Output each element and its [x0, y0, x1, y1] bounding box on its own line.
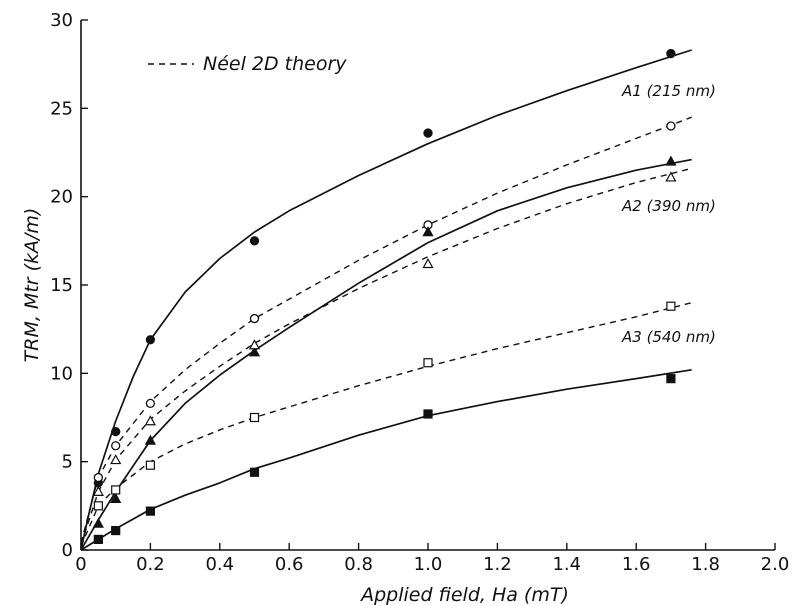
- series-2-open-circle-point: [111, 441, 121, 451]
- annotation-a1: A1 (215 nm): [621, 82, 716, 100]
- y-tick-label: 0: [62, 540, 73, 561]
- series-3-filled-triangle-point: [110, 492, 122, 504]
- x-tick-label: 0.2: [136, 554, 165, 575]
- x-tick-label: 0.6: [275, 554, 304, 575]
- series-5-open-square-point: [666, 301, 676, 311]
- x-tick-label: 2.0: [761, 554, 790, 575]
- markers-layer: [92, 48, 677, 545]
- series-3-filled-triangle-point: [422, 226, 434, 237]
- series-6-filled-square-point: [145, 506, 155, 516]
- series-6-filled-square-point: [666, 374, 676, 384]
- y-tick-label: 30: [50, 10, 73, 31]
- y-tick-label: 10: [50, 363, 73, 384]
- series-4-open-triangle-point: [665, 171, 677, 182]
- series-1-filled-circle-point: [423, 128, 433, 138]
- series-2-open-circle-point: [666, 121, 676, 131]
- series-2-open-circle-point: [249, 313, 260, 324]
- series-3-solid-curve: [80, 158, 692, 551]
- series-3-filled-triangle-point: [92, 517, 104, 528]
- y-tick-label: 25: [50, 98, 73, 119]
- series-1-filled-circle-point: [111, 426, 121, 437]
- x-tick-label: 1.4: [552, 554, 581, 575]
- series-6-filled-square-point: [111, 525, 121, 536]
- series-6-filled-square-point: [423, 409, 433, 419]
- series-1-filled-circle-point: [145, 335, 156, 345]
- series-5-dashed-curve: [80, 302, 692, 547]
- y-tick-label: 20: [50, 187, 73, 208]
- series-3-filled-triangle-point: [665, 155, 677, 166]
- series-1-filled-circle-point: [249, 236, 260, 246]
- series-4-dashed-curve: [80, 167, 692, 545]
- series-5-open-square-point: [423, 358, 433, 368]
- x-tick-label: 1.0: [414, 554, 443, 575]
- x-tick-label: 1.2: [483, 554, 512, 575]
- series-5-open-square-point: [145, 460, 155, 470]
- series-2-open-circle-point: [145, 398, 156, 409]
- x-tick-label: 0.4: [205, 554, 234, 575]
- series-4-open-triangle-point: [110, 454, 122, 465]
- series-6-solid-curve: [80, 368, 692, 551]
- series-3-filled-triangle-point: [144, 434, 157, 445]
- series-5-open-square-point: [111, 485, 121, 495]
- series-2-open-circle-point: [93, 472, 103, 483]
- annotation-a3: A3 (540 nm): [621, 328, 716, 346]
- series-6-filled-square-point: [93, 534, 103, 545]
- series-1-solid-curve: [80, 49, 692, 551]
- curves-layer: [80, 49, 692, 551]
- x-axis-title: Applied field, Ha (mT): [359, 584, 569, 606]
- legend: Néel 2D theory: [148, 53, 347, 75]
- annotation-a2: A2 (390 nm): [621, 197, 716, 215]
- x-tick-label: 1.8: [691, 554, 720, 575]
- series-5-open-square-point: [249, 412, 260, 423]
- series-3-filled-triangle-point: [248, 346, 261, 357]
- series-6-filled-square-point: [249, 467, 260, 477]
- y-tick-label: 15: [50, 275, 73, 296]
- series-4-open-triangle-point: [92, 485, 104, 496]
- series-4-open-triangle-point: [248, 339, 261, 350]
- series-2-dashed-curve: [80, 116, 692, 544]
- series-4-open-triangle-point: [144, 415, 157, 426]
- x-tick-label: 0: [75, 554, 86, 575]
- ticks-layer: 0 0.2 0.4 0.6 0.8 1.0 1.2 1.4 1.6 1.8 2.0 0 5 10 15 20 2…: [50, 10, 789, 575]
- series-5-open-square-point: [93, 501, 103, 511]
- x-tick-label: 1.6: [622, 554, 651, 575]
- legend-label: Néel 2D theory: [203, 53, 347, 75]
- x-tick-label: 0.8: [344, 554, 373, 575]
- series-4-open-triangle-point: [422, 257, 434, 269]
- y-axis-title: TRM, Mtr (kA/m): [21, 208, 43, 363]
- series-1-filled-circle-point: [666, 48, 676, 59]
- y-tick-label: 5: [62, 452, 73, 473]
